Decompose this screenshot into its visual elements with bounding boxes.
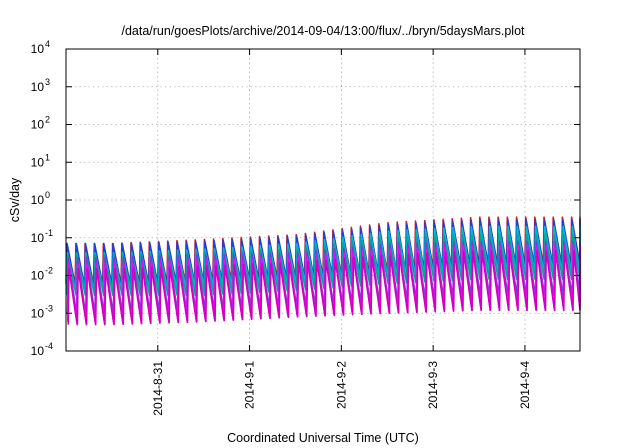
y-tick-exponent: 2: [45, 115, 50, 125]
y-tick-label: 10: [31, 118, 45, 132]
x-tick-label: 2014-9-3: [426, 361, 440, 409]
y-tick-label: 10: [31, 193, 45, 207]
y-tick-exponent: -2: [45, 266, 53, 276]
x-axis-label: Coordinated Universal Time (UTC): [227, 431, 419, 445]
y-tick-label: 10: [31, 306, 45, 320]
y-tick-label: 10: [31, 231, 45, 245]
y-tick-exponent: -3: [45, 303, 53, 313]
x-tick-label: 2014-8-31: [151, 361, 165, 416]
y-tick-label: 10: [31, 155, 45, 169]
series-lines: [65, 216, 581, 326]
series-line: [67, 250, 581, 326]
y-tick-label: 10: [31, 344, 45, 358]
y-tick-label: 10: [31, 269, 45, 283]
y-tick-label: 10: [31, 80, 45, 94]
x-tick-label: 2014-9-4: [518, 361, 532, 409]
y-tick-exponent: 0: [45, 190, 50, 200]
x-tick-label: 2014-9-2: [334, 361, 348, 409]
chart-title: /data/run/goesPlots/archive/2014-09-04/1…: [121, 24, 525, 38]
y-tick-exponent: 3: [45, 77, 50, 87]
y-tick-exponent: -4: [45, 341, 53, 351]
y-tick-label: 10: [31, 42, 45, 56]
y-axis-label: cSv/day: [8, 177, 22, 222]
x-tick-label: 2014-9-1: [243, 361, 257, 409]
y-tick-exponent: 1: [45, 152, 50, 162]
y-tick-exponent: -1: [45, 228, 53, 238]
y-tick-exponent: 4: [45, 39, 50, 49]
